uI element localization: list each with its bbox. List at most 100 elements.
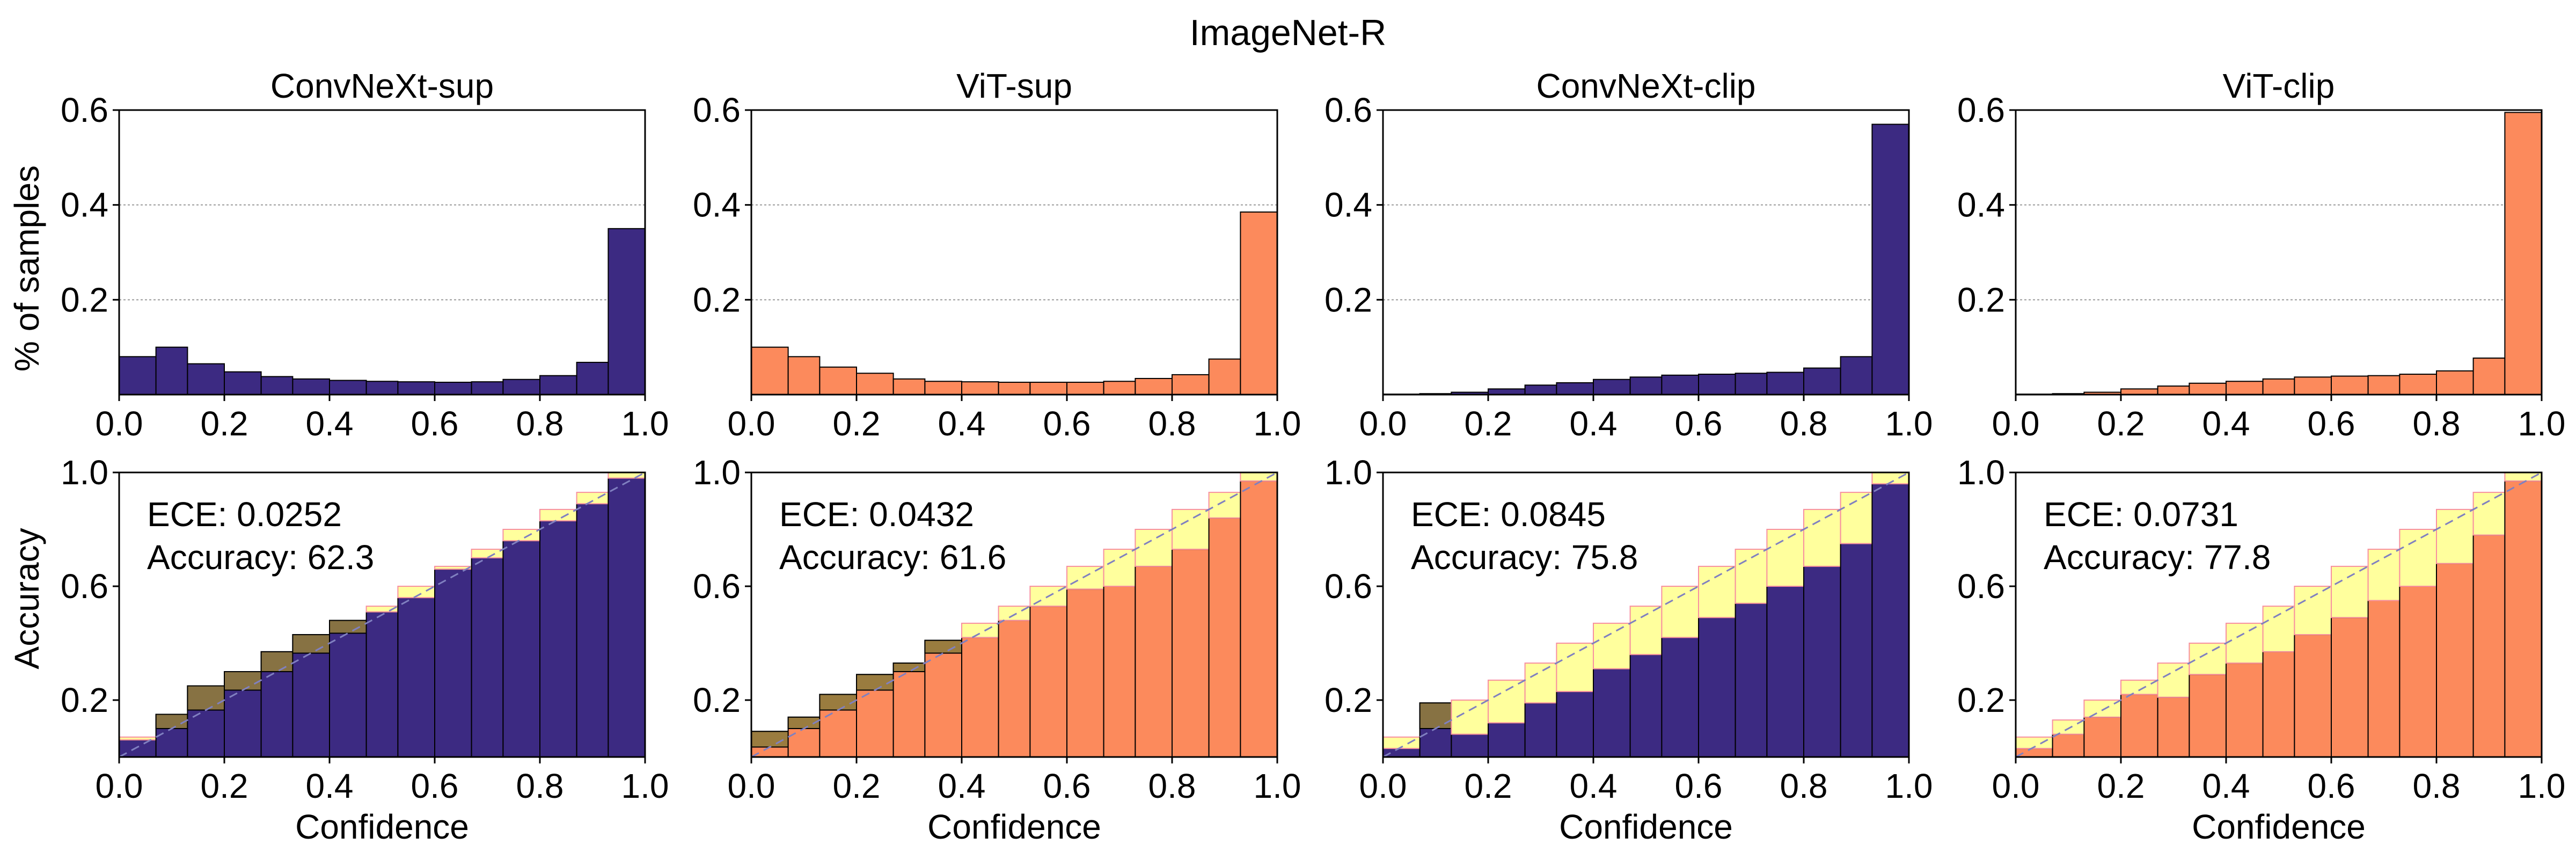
- accuracy-bar: [2052, 733, 2085, 758]
- accuracy-bar: [1066, 588, 1104, 758]
- hist-bar: [1556, 382, 1594, 396]
- x-tick-label: 1.0: [1885, 404, 1933, 443]
- accuracy-bar: [2262, 651, 2295, 758]
- x-tick-label: 0.8: [2413, 404, 2461, 443]
- hist-y-axis-label: % of samples: [8, 165, 46, 372]
- panel-2: ConvNeXt-clip 0.0 0.2 0.4 0.6 0.8 1.0 0.2 0.4 0.6…: [1324, 67, 1933, 846]
- reliability-diagram: 0.0 0.2 0.4 0.6 0.8 1.0 0.2 0.6 1.0 ECE: 0.0845 Ac…: [1324, 453, 1933, 846]
- hist-bar: [1066, 382, 1104, 395]
- x-tick-label: 1.0: [1254, 767, 1301, 805]
- gap-bar: [2472, 492, 2506, 536]
- x-tick-label: 0.8: [1148, 767, 1196, 805]
- axes-frame: [2015, 109, 2543, 396]
- accuracy-bar: [1172, 549, 1210, 758]
- axes-frame: [118, 109, 646, 396]
- hist-bar: [2294, 376, 2332, 395]
- gap-bar: [1524, 663, 1557, 704]
- hist-bar: [1698, 374, 1736, 395]
- hist-bar: [787, 356, 821, 395]
- histogram: 0.0 0.2 0.4 0.6 0.8 1.0 0.2 0.4 0.6: [693, 91, 1301, 443]
- x-tick-label: 1.0: [2518, 767, 2566, 805]
- accuracy-bar: [1451, 733, 1489, 758]
- x-tick-label: 0.8: [1780, 767, 1828, 805]
- gap-bar: [1135, 529, 1173, 567]
- axes-frame: [750, 109, 1278, 396]
- hist-bar: [1172, 374, 1210, 396]
- reliability-diagram: 0.0 0.2 0.4 0.6 0.8 1.0 0.2 0.6 1.0 ECE: 0.0432 Ac…: [693, 453, 1301, 846]
- accuracy-bar: [2189, 674, 2227, 758]
- hist-bar: [1871, 123, 1909, 395]
- y-tick-label: 0.6: [1957, 91, 2005, 129]
- x-tick-label: 0.4: [306, 767, 354, 805]
- accuracy-bar: [539, 520, 577, 758]
- gap-bar: [2262, 606, 2295, 652]
- accuracy-bar: [1556, 691, 1594, 758]
- accuracy-bar: [2331, 617, 2369, 758]
- y-tick-label: 0.2: [1324, 681, 1372, 719]
- y-tick-label: 1.0: [1324, 453, 1372, 492]
- hist-bar: [961, 381, 999, 396]
- hist-bar: [1840, 356, 1873, 395]
- x-tick-label: 0.0: [96, 404, 143, 443]
- gap-bar: [1208, 492, 1241, 519]
- accuracy-bar: [1735, 602, 1768, 758]
- hist-bar: [2436, 370, 2474, 395]
- panel-title: ConvNeXt-sup: [270, 67, 494, 105]
- hist-bar: [2262, 378, 2295, 395]
- accuracy-annotation: Accuracy: 61.6: [779, 538, 1006, 577]
- x-tick-label: 1.0: [1885, 767, 1933, 805]
- hist-bar: [1661, 374, 1699, 395]
- axes-frame: [1382, 109, 1910, 396]
- accuracy-bar: [329, 620, 367, 758]
- x-tick-label: 0.8: [516, 404, 564, 443]
- y-tick-label: 1.0: [61, 453, 108, 492]
- ece-annotation: ECE: 0.0252: [147, 495, 342, 534]
- x-tick-label: 0.8: [1148, 404, 1196, 443]
- gap-bar: [471, 549, 504, 558]
- underconfidence-bar: [892, 663, 926, 672]
- hist-bar: [2504, 112, 2542, 395]
- hist-bar: [1135, 377, 1173, 396]
- x-tick-label: 0.8: [516, 767, 564, 805]
- hist-bar: [2331, 375, 2369, 395]
- underconfidence-bar: [292, 634, 331, 654]
- accuracy-bar: [1103, 586, 1136, 758]
- accuracy-bar: [2294, 634, 2332, 758]
- accuracy-bar: [365, 611, 399, 758]
- y-tick-label: 1.0: [693, 453, 741, 492]
- accuracy-bar: [502, 540, 541, 758]
- y-tick-label: 0.6: [1957, 567, 2005, 606]
- hist-bar: [819, 366, 858, 395]
- hist-bar: [924, 381, 963, 395]
- accuracy-bar: [2399, 586, 2437, 758]
- x-tick-label: 0.2: [833, 404, 881, 443]
- y-tick-label: 0.6: [693, 567, 741, 606]
- accuracy-bar: [608, 477, 646, 758]
- hist-bar: [2367, 375, 2401, 396]
- accuracy-annotation: Accuracy: 62.3: [147, 538, 374, 577]
- accuracy-bar: [471, 557, 504, 758]
- underconfidence-bar: [260, 651, 294, 673]
- x-tick-label: 0.8: [1780, 404, 1828, 443]
- x-tick-label: 0.4: [938, 767, 986, 805]
- y-tick-label: 0.2: [61, 280, 108, 319]
- gap-bar: [539, 508, 577, 522]
- hist-bar: [856, 373, 894, 395]
- reliability-y-axis-label: Accuracy: [8, 528, 46, 669]
- accuracy-annotation: Accuracy: 75.8: [1411, 538, 1638, 577]
- x-tick-label: 0.6: [2308, 767, 2355, 805]
- hist-bar: [1593, 378, 1631, 396]
- hist-bar: [397, 381, 436, 396]
- gap-bar: [2504, 472, 2542, 482]
- hist-bar: [539, 375, 577, 396]
- x-tick-label: 0.2: [2097, 404, 2145, 443]
- y-tick-label: 0.2: [1957, 681, 2005, 719]
- x-tick-label: 0.6: [1675, 767, 1723, 805]
- accuracy-bar: [961, 637, 999, 758]
- y-tick-label: 0.2: [61, 681, 108, 719]
- accuracy-bar: [397, 597, 436, 758]
- accuracy-bar: [2367, 600, 2401, 758]
- x-tick-label: 0.4: [1570, 767, 1618, 805]
- gap-bar: [502, 529, 541, 542]
